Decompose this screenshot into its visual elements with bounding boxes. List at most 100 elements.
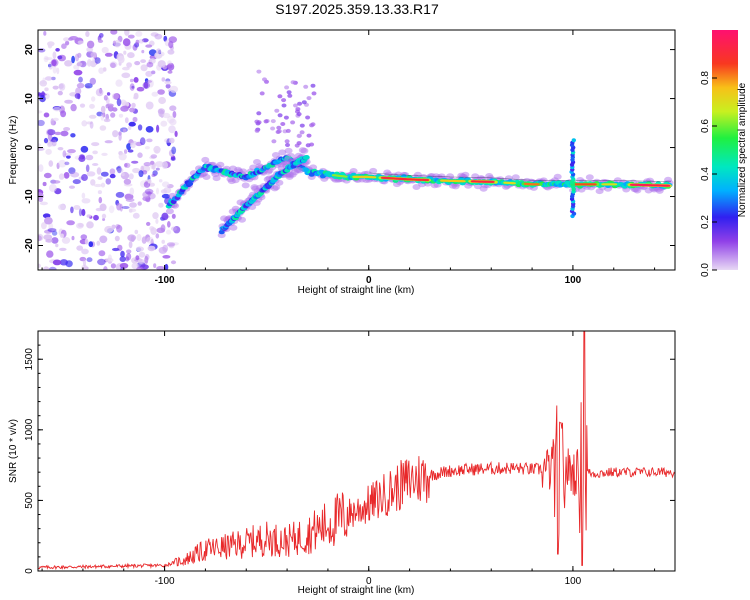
trace-core bbox=[371, 176, 377, 179]
noise-blob bbox=[132, 167, 141, 174]
noise-blob bbox=[68, 167, 76, 175]
faint-blob bbox=[256, 69, 262, 74]
noise-blob bbox=[174, 130, 178, 137]
noise-blob bbox=[145, 101, 154, 110]
noise-blob bbox=[137, 201, 142, 206]
noise-blob bbox=[172, 111, 177, 118]
spectral-trace bbox=[303, 164, 674, 195]
faint-blob bbox=[270, 126, 276, 131]
noise-blob bbox=[69, 36, 79, 41]
noise-blob bbox=[62, 150, 67, 158]
noise-blob bbox=[115, 191, 125, 198]
noise-blob bbox=[137, 152, 143, 158]
noise-blob bbox=[153, 145, 161, 154]
noise-blob bbox=[43, 112, 50, 118]
spectrogram-xtick-label: 100 bbox=[565, 275, 582, 286]
noise-blob bbox=[167, 49, 175, 55]
trace-halo bbox=[275, 179, 284, 186]
noise-blob bbox=[161, 77, 166, 82]
noise-blob bbox=[70, 103, 77, 112]
noise-blob bbox=[167, 221, 171, 228]
noise-blob bbox=[76, 82, 85, 89]
noise-blob bbox=[89, 103, 95, 109]
noise-blob bbox=[166, 242, 176, 247]
snr-xtick-label: -100 bbox=[155, 576, 175, 587]
noise-blob bbox=[44, 87, 49, 92]
noise-blob bbox=[70, 206, 74, 214]
noise-blob bbox=[132, 212, 140, 219]
noise-blob bbox=[119, 256, 127, 262]
noise-blob bbox=[132, 116, 138, 123]
noise-blob bbox=[103, 266, 108, 270]
noise-blob bbox=[98, 196, 103, 204]
noise-blob bbox=[58, 173, 65, 180]
noise-blob bbox=[99, 125, 107, 131]
noise-blob bbox=[122, 38, 131, 47]
trace-core bbox=[424, 178, 430, 182]
noise-blob bbox=[43, 266, 50, 270]
trace-halo bbox=[461, 171, 470, 178]
faint-blob bbox=[306, 133, 312, 138]
noise-blob bbox=[148, 182, 155, 187]
snr-xlabel: Height of straight line (km) bbox=[298, 585, 415, 596]
noise-blob bbox=[127, 149, 134, 153]
noise-blob bbox=[66, 155, 71, 159]
noise-blob bbox=[169, 105, 177, 111]
noise-blob bbox=[52, 259, 62, 266]
noise-blob bbox=[151, 91, 159, 97]
noise-blob bbox=[38, 164, 44, 173]
noise-blob bbox=[60, 233, 64, 238]
noise-blob bbox=[160, 120, 168, 127]
noise-blob bbox=[65, 40, 70, 46]
noise-blob bbox=[89, 77, 97, 85]
trace-core bbox=[490, 180, 495, 183]
noise-blob bbox=[135, 31, 143, 37]
colorbar-tick-label: 0.6 bbox=[700, 119, 711, 133]
colorbar-label: Normalized spectral amplitude bbox=[737, 82, 748, 217]
colorbar-ticks: 0.0 0.2 0.4 0.6 0.8 bbox=[700, 71, 717, 277]
noise-blob bbox=[141, 236, 147, 244]
noise-blob bbox=[161, 239, 165, 244]
noise-blob bbox=[160, 189, 168, 194]
noise-blob bbox=[63, 37, 70, 42]
faint-blob bbox=[303, 84, 309, 89]
noise-blob bbox=[170, 157, 176, 161]
noise-blob bbox=[143, 81, 149, 89]
noise-blob bbox=[123, 50, 127, 55]
faint-blob bbox=[284, 139, 290, 144]
noise-blob bbox=[164, 263, 169, 270]
noise-blob bbox=[129, 187, 135, 196]
noise-blob bbox=[51, 180, 61, 184]
noise-blob bbox=[162, 244, 169, 252]
noise-blob bbox=[133, 77, 139, 83]
noise-blob bbox=[109, 173, 116, 179]
noise-blob bbox=[88, 241, 94, 248]
noise-blob bbox=[137, 124, 143, 131]
noise-blob bbox=[144, 146, 150, 150]
noise-blob bbox=[91, 96, 96, 102]
faint-blob bbox=[301, 100, 307, 105]
noise-blob bbox=[97, 176, 103, 180]
noise-blob bbox=[72, 179, 81, 185]
snr-ytick-label: 500 bbox=[24, 492, 35, 509]
faint-blob bbox=[283, 115, 289, 120]
noise-blob bbox=[86, 257, 93, 263]
noise-blob bbox=[89, 121, 94, 129]
noise-blob bbox=[38, 235, 42, 242]
noise-blob bbox=[100, 113, 104, 121]
noise-blob bbox=[55, 243, 59, 248]
snr-plot-area bbox=[38, 331, 675, 571]
noise-blob bbox=[52, 65, 57, 74]
noise-blob bbox=[58, 83, 64, 89]
noise-blob bbox=[161, 181, 170, 188]
noise-blob bbox=[59, 247, 67, 251]
trace-halo bbox=[216, 161, 225, 168]
noise-blob bbox=[167, 60, 172, 66]
noise-blob bbox=[166, 64, 173, 69]
noise-blob bbox=[129, 83, 135, 91]
trace-core bbox=[535, 183, 540, 186]
trace-halo bbox=[229, 224, 238, 231]
noise-blob bbox=[78, 155, 86, 162]
